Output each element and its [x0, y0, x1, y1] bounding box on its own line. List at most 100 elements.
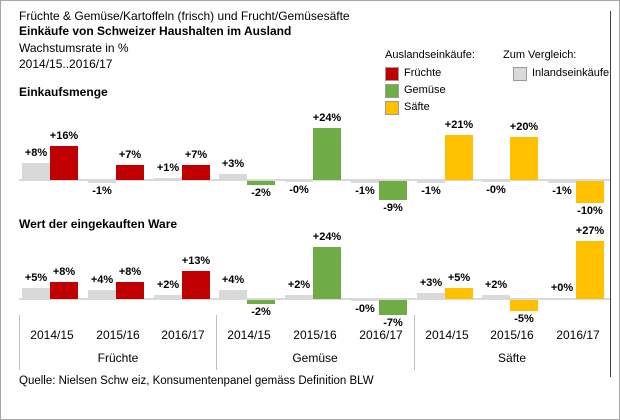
- source-note: Quelle: Nielsen Schw eiz, Konsumentenpan…: [19, 375, 374, 387]
- bar-value-label: +4%: [90, 274, 114, 286]
- axis-group-label: Früchte: [97, 351, 139, 365]
- axis-year-label: 2016/17: [161, 328, 205, 342]
- axis-year-label: 2015/16: [96, 328, 140, 342]
- axis-year-label: 2014/15: [30, 328, 74, 342]
- legend-foreign: Auslandseinkäufe: Früchte Gemüse Säfte: [385, 47, 475, 116]
- bar-ausland: [379, 181, 407, 200]
- axis-separator: [216, 315, 217, 370]
- bar-value-label: +24%: [312, 231, 342, 243]
- bar-ausland: [116, 282, 144, 299]
- bar-value-label: +7%: [118, 149, 142, 161]
- axis-year-label: 2016/17: [556, 328, 600, 342]
- bar-value-label: -1%: [92, 185, 112, 197]
- bar-value-label: +1%: [156, 162, 180, 174]
- bar-value-label: -0%: [289, 184, 309, 196]
- bar-ausland: [313, 247, 341, 299]
- bar-ausland: [247, 181, 275, 185]
- legend-item-gemuese: Gemüse: [385, 82, 475, 99]
- bar-ausland: [445, 135, 473, 180]
- bar-value-label: -0%: [486, 184, 506, 196]
- period-label: 2014/15..2016/17: [19, 57, 113, 71]
- bar-inland: [22, 288, 50, 299]
- bar-inland: [88, 181, 116, 183]
- axis-year-label: 2015/16: [490, 328, 534, 342]
- legend-item-saefte: Säfte: [385, 99, 475, 116]
- legend-compare-header: Zum Vergleich:: [503, 49, 577, 61]
- bar-inland: [154, 178, 182, 180]
- plot-right-border: [610, 11, 611, 377]
- bar-value-label: +27%: [575, 225, 605, 237]
- legend-item-label: Säfte: [404, 101, 430, 113]
- legend-item-inland: Inlandseinkäufe: [503, 65, 609, 82]
- bar-ausland: [445, 288, 473, 299]
- bar-value-label: +16%: [49, 130, 79, 142]
- bar-inland: [154, 295, 182, 299]
- inland-swatch-icon: [513, 66, 527, 81]
- bar-inland: [88, 290, 116, 299]
- fruechte-swatch-icon: [385, 66, 399, 81]
- bar-value-label: +7%: [184, 149, 208, 161]
- bar-value-label: -1%: [552, 185, 572, 197]
- chart-subtitle: Einkäufe von Schweizer Haushalten im Aus…: [19, 24, 292, 38]
- bar-ausland: [50, 146, 78, 180]
- bar-ausland: [116, 165, 144, 180]
- bar-inland: [351, 181, 379, 183]
- bar-value-label: -10%: [577, 205, 603, 217]
- saefte-swatch-icon: [385, 100, 399, 115]
- panel-title-quantity: Einkaufsmenge: [19, 85, 108, 99]
- legend-compare: Zum Vergleich: Inlandseinkäufe: [503, 47, 609, 82]
- bar-value-label: +24%: [312, 112, 342, 124]
- bar-inland: [417, 181, 445, 183]
- gemuese-swatch-icon: [385, 83, 399, 98]
- axis-year-label: 2016/17: [359, 328, 403, 342]
- bar-ausland: [182, 165, 210, 180]
- bar-value-label: -0%: [355, 303, 375, 315]
- bar-inland: [285, 295, 313, 299]
- bar-value-label: +3%: [221, 158, 245, 170]
- bar-ausland: [313, 128, 341, 180]
- axis-baseline: [19, 298, 611, 300]
- bar-ausland: [576, 181, 604, 203]
- axis-baseline: [19, 179, 611, 181]
- bar-value-label: +21%: [444, 119, 474, 131]
- bar-ausland: [510, 300, 538, 311]
- bar-value-label: +8%: [118, 266, 142, 278]
- axis-separator: [19, 315, 20, 370]
- bar-ausland: [379, 300, 407, 315]
- bar-inland: [285, 181, 313, 182]
- bar-value-label: +8%: [52, 266, 76, 278]
- bar-value-label: +8%: [24, 147, 48, 159]
- bar-inland: [351, 300, 379, 301]
- bar-value-label: -5%: [514, 313, 534, 325]
- bar-value-label: -9%: [383, 202, 403, 214]
- bar-value-label: +2%: [156, 279, 180, 291]
- bar-value-label: +2%: [287, 279, 311, 291]
- bar-inland: [219, 174, 247, 180]
- bar-inland: [548, 298, 576, 299]
- bar-inland: [482, 295, 510, 299]
- axis-year-label: 2014/15: [227, 328, 271, 342]
- bar-value-label: +2%: [484, 279, 508, 291]
- bar-value-label: -1%: [421, 185, 441, 197]
- bar-ausland: [50, 282, 78, 299]
- bar-inland: [22, 163, 50, 180]
- bar-inland: [482, 181, 510, 182]
- bar-value-label: -2%: [251, 187, 271, 199]
- panel-title-value: Wert der eingekauften Ware: [19, 217, 178, 231]
- legend-item-label: Früchte: [404, 67, 442, 79]
- bar-value-label: +5%: [447, 272, 471, 284]
- bar-value-label: -2%: [251, 306, 271, 318]
- axis-separator: [414, 315, 415, 370]
- axis-year-label: 2014/15: [425, 328, 469, 342]
- axis-group-label: Gemüse: [292, 351, 338, 365]
- bar-inland: [417, 293, 445, 299]
- bar-value-label: +5%: [24, 272, 48, 284]
- legend-item-label: Inlandseinkäufe: [532, 67, 610, 79]
- bar-value-label: +3%: [419, 277, 443, 289]
- bar-ausland: [576, 241, 604, 299]
- bar-ausland: [247, 300, 275, 304]
- legend-item-fruechte: Früchte: [385, 65, 475, 82]
- bar-value-label: +4%: [221, 274, 245, 286]
- bar-value-label: -7%: [383, 317, 403, 329]
